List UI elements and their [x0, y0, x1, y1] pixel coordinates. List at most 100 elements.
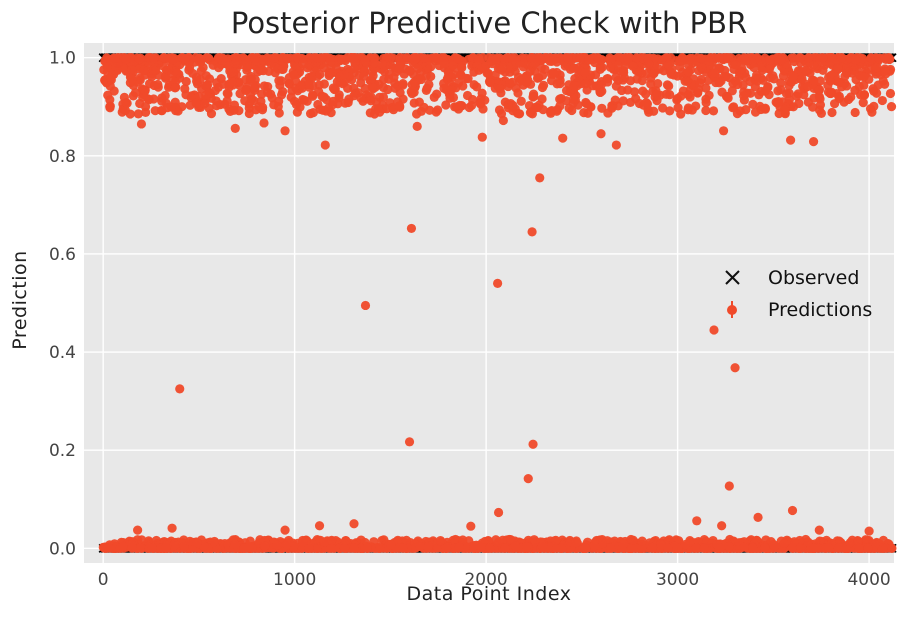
prediction-point	[169, 540, 179, 551]
prediction-point	[148, 65, 159, 75]
prediction-point	[792, 91, 802, 101]
legend-label-predictions: Predictions	[768, 299, 872, 321]
prediction-point	[569, 63, 579, 73]
prediction-point	[814, 525, 824, 535]
prediction-point	[861, 535, 871, 545]
prediction-point	[840, 71, 850, 81]
prediction-point	[868, 84, 878, 94]
prediction-point	[525, 66, 535, 76]
prediction-point	[258, 55, 268, 66]
prediction-point	[815, 536, 825, 546]
y-tick-label: 0.8	[49, 147, 76, 167]
prediction-point	[740, 56, 751, 66]
prediction-point	[490, 70, 500, 80]
prediction-point	[314, 521, 325, 531]
prediction-point	[555, 79, 565, 89]
prediction-point	[448, 60, 458, 71]
prediction-point	[185, 536, 195, 546]
prediction-point	[415, 541, 425, 552]
prediction-point	[638, 86, 648, 96]
prediction-point	[424, 79, 434, 90]
prediction-point	[528, 92, 538, 102]
prediction-point	[230, 123, 240, 133]
prediction-point	[843, 94, 854, 105]
prediction-point	[605, 62, 616, 72]
prediction-point	[537, 94, 547, 104]
prediction-point	[308, 108, 318, 118]
prediction-point	[748, 99, 758, 109]
prediction-point	[809, 76, 819, 86]
prediction-point	[569, 80, 579, 91]
prediction-point	[244, 542, 255, 552]
prediction-point	[209, 536, 220, 547]
prediction-point	[394, 101, 404, 111]
prediction-point	[717, 87, 727, 97]
prediction-point	[360, 300, 371, 311]
prediction-point	[787, 505, 798, 516]
prediction-point	[413, 63, 423, 74]
prediction-point	[127, 74, 137, 85]
prediction-point	[540, 64, 550, 75]
prediction-point	[552, 57, 562, 67]
prediction-point	[457, 100, 467, 111]
prediction-point	[399, 69, 409, 79]
prediction-point	[407, 88, 417, 99]
prediction-point	[362, 543, 372, 553]
prediction-point	[192, 537, 203, 548]
prediction-point	[784, 95, 794, 105]
prediction-point	[814, 85, 825, 95]
prediction-point	[597, 103, 607, 113]
prediction-point	[764, 64, 774, 74]
prediction-point	[610, 95, 620, 105]
prediction-point	[617, 85, 627, 96]
prediction-point	[595, 64, 605, 74]
prediction-point	[137, 535, 147, 545]
prediction-point	[168, 55, 178, 65]
prediction-point	[637, 536, 647, 546]
prediction-point	[495, 84, 505, 94]
prediction-point	[368, 71, 378, 81]
prediction-point	[121, 54, 131, 65]
prediction-point	[448, 92, 459, 103]
prediction-point	[393, 535, 403, 545]
prediction-point	[227, 77, 237, 87]
prediction-point	[586, 102, 596, 112]
prediction-point	[167, 523, 177, 533]
prediction-point	[842, 62, 852, 73]
prediction-point	[433, 105, 443, 115]
prediction-point	[319, 63, 329, 73]
prediction-point	[528, 439, 538, 449]
prediction-point	[511, 57, 521, 67]
y-tick-label: 0.0	[49, 539, 76, 559]
prediction-point	[290, 76, 301, 86]
prediction-point	[172, 68, 182, 78]
prediction-point	[180, 53, 190, 64]
prediction-point	[656, 539, 666, 549]
prediction-point	[816, 108, 827, 119]
prediction-point	[733, 79, 743, 90]
prediction-point	[462, 90, 473, 101]
x-tick-label: 3000	[656, 570, 699, 590]
prediction-point	[466, 521, 476, 531]
legend-marker-observed	[725, 270, 740, 285]
prediction-point	[260, 541, 270, 551]
prediction-point	[315, 69, 325, 80]
prediction-point	[760, 543, 770, 553]
prediction-point	[134, 54, 144, 64]
prediction-point	[339, 543, 350, 553]
prediction-point	[356, 93, 366, 103]
x-tick-label: 1000	[273, 570, 316, 590]
prediction-point	[230, 539, 240, 549]
prediction-point	[717, 521, 727, 531]
prediction-point	[127, 543, 137, 553]
prediction-point	[665, 106, 675, 116]
prediction-point	[423, 542, 433, 552]
prediction-point	[242, 59, 252, 69]
prediction-point	[150, 106, 160, 116]
prediction-point	[735, 106, 745, 116]
prediction-point	[130, 88, 141, 98]
prediction-point	[521, 541, 532, 552]
prediction-point	[859, 90, 870, 100]
prediction-point	[472, 82, 482, 92]
prediction-point	[498, 115, 508, 126]
